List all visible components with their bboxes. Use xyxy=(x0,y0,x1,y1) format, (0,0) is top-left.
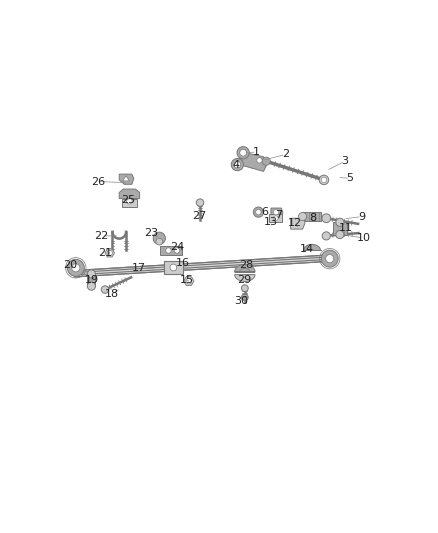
Bar xyxy=(269,214,282,222)
Circle shape xyxy=(322,232,330,240)
Circle shape xyxy=(240,149,247,156)
Text: 25: 25 xyxy=(121,195,135,205)
Text: 2: 2 xyxy=(282,149,289,159)
Text: 11: 11 xyxy=(339,223,353,233)
Circle shape xyxy=(253,207,264,217)
Circle shape xyxy=(298,213,307,221)
Bar xyxy=(160,246,182,255)
Circle shape xyxy=(186,278,192,284)
Text: 15: 15 xyxy=(180,275,194,285)
Circle shape xyxy=(319,175,328,184)
Circle shape xyxy=(174,248,180,253)
Circle shape xyxy=(273,216,278,221)
Circle shape xyxy=(325,255,334,263)
Bar xyxy=(303,213,321,221)
Polygon shape xyxy=(123,176,130,181)
Circle shape xyxy=(67,260,84,276)
Circle shape xyxy=(241,285,248,292)
Circle shape xyxy=(273,209,279,215)
Text: 22: 22 xyxy=(95,231,109,241)
Text: 26: 26 xyxy=(91,176,105,187)
Circle shape xyxy=(231,158,244,171)
Text: 18: 18 xyxy=(105,288,119,298)
Text: 9: 9 xyxy=(358,212,366,222)
Circle shape xyxy=(72,264,80,272)
Circle shape xyxy=(87,270,95,278)
Text: 21: 21 xyxy=(98,248,112,258)
Circle shape xyxy=(237,147,249,159)
Text: 5: 5 xyxy=(346,173,353,183)
Polygon shape xyxy=(304,245,321,251)
Bar xyxy=(87,274,95,286)
Circle shape xyxy=(256,209,261,215)
Text: 10: 10 xyxy=(357,233,371,243)
Polygon shape xyxy=(271,208,283,220)
Circle shape xyxy=(156,238,162,245)
Bar xyxy=(164,261,183,274)
Text: 23: 23 xyxy=(145,228,159,238)
Text: 1: 1 xyxy=(253,147,260,157)
Circle shape xyxy=(257,158,262,163)
Polygon shape xyxy=(119,189,140,199)
Text: 19: 19 xyxy=(85,275,99,285)
Bar xyxy=(333,222,347,235)
Circle shape xyxy=(336,218,344,227)
Circle shape xyxy=(196,199,204,206)
Polygon shape xyxy=(235,274,255,281)
Text: 6: 6 xyxy=(261,207,268,217)
Text: 14: 14 xyxy=(300,244,314,254)
Circle shape xyxy=(234,161,241,168)
Text: 7: 7 xyxy=(275,210,283,220)
Circle shape xyxy=(101,286,109,293)
Text: 29: 29 xyxy=(237,275,251,285)
Text: 24: 24 xyxy=(170,242,185,252)
Text: 16: 16 xyxy=(176,258,190,268)
Text: 4: 4 xyxy=(233,159,240,169)
Polygon shape xyxy=(235,264,255,272)
Circle shape xyxy=(321,250,338,267)
Circle shape xyxy=(107,251,113,255)
Circle shape xyxy=(170,264,177,271)
Polygon shape xyxy=(74,255,335,277)
Circle shape xyxy=(127,199,132,204)
Polygon shape xyxy=(105,249,114,257)
Polygon shape xyxy=(119,174,134,184)
Circle shape xyxy=(241,294,248,301)
Circle shape xyxy=(322,214,331,223)
Circle shape xyxy=(336,230,344,239)
Text: 17: 17 xyxy=(132,263,146,273)
Text: 3: 3 xyxy=(342,156,349,166)
Bar xyxy=(166,262,181,273)
Text: 20: 20 xyxy=(63,260,77,270)
Circle shape xyxy=(87,282,95,290)
Polygon shape xyxy=(291,218,305,229)
Circle shape xyxy=(321,177,327,183)
Polygon shape xyxy=(122,199,137,207)
Polygon shape xyxy=(240,153,266,172)
Text: 8: 8 xyxy=(309,213,316,223)
Polygon shape xyxy=(184,277,194,286)
Text: 27: 27 xyxy=(192,211,206,221)
Text: 12: 12 xyxy=(288,219,302,228)
Text: 13: 13 xyxy=(264,216,278,227)
Circle shape xyxy=(171,265,176,270)
Circle shape xyxy=(262,157,270,165)
Text: 30: 30 xyxy=(234,296,248,306)
Circle shape xyxy=(153,232,166,245)
Circle shape xyxy=(166,248,171,253)
Text: 28: 28 xyxy=(240,260,254,270)
